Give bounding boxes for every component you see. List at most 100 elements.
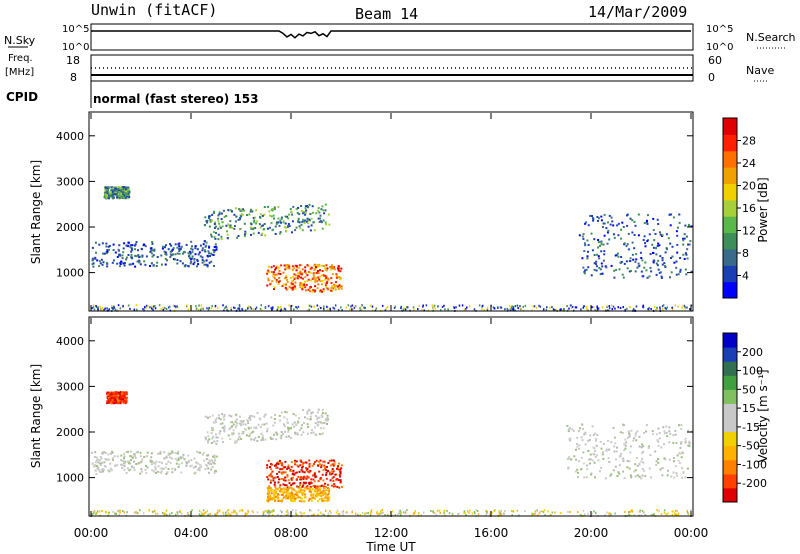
colorbar-tick-label: 50 xyxy=(742,383,756,396)
data-cell xyxy=(292,275,295,278)
data-cell xyxy=(133,469,136,472)
data-cell xyxy=(255,306,258,309)
data-cell xyxy=(330,268,333,271)
data-cell xyxy=(306,475,309,478)
data-cell xyxy=(226,230,228,233)
data-cell xyxy=(658,432,661,434)
data-cell xyxy=(273,489,276,492)
data-cell xyxy=(622,424,625,427)
data-cell xyxy=(125,393,128,396)
data-cell xyxy=(284,471,287,474)
data-cell xyxy=(312,431,315,434)
data-cell xyxy=(271,497,274,500)
data-cell xyxy=(259,213,262,216)
data-cell xyxy=(332,464,335,467)
data-cell xyxy=(179,248,182,251)
data-cell xyxy=(516,304,519,307)
data-cell xyxy=(610,264,613,267)
data-cell xyxy=(287,430,290,433)
data-cell xyxy=(320,283,323,286)
data-cell xyxy=(324,467,327,470)
data-cell xyxy=(110,402,112,405)
data-cell xyxy=(324,419,327,422)
data-cell xyxy=(175,513,177,516)
data-cell xyxy=(243,222,246,225)
data-cell xyxy=(284,460,287,463)
data-cell xyxy=(272,207,275,210)
data-cell xyxy=(272,424,275,427)
data-cell xyxy=(306,412,309,415)
data-cell xyxy=(690,270,693,273)
data-cell xyxy=(335,273,338,276)
data-cell xyxy=(122,195,125,198)
data-cell xyxy=(269,214,271,217)
data-cell xyxy=(641,259,644,262)
data-cell xyxy=(306,417,309,420)
data-cell xyxy=(281,498,284,501)
data-cell xyxy=(626,267,629,270)
data-cell xyxy=(647,308,649,311)
data-cell xyxy=(666,435,669,438)
data-cell xyxy=(633,437,635,440)
data-cell xyxy=(660,277,663,279)
data-cell xyxy=(206,465,209,468)
data-cell xyxy=(283,264,286,267)
data-cell xyxy=(300,223,303,226)
data-cell xyxy=(377,513,379,516)
data-cell xyxy=(311,488,314,491)
data-cell xyxy=(598,267,601,269)
data-cell xyxy=(203,263,206,266)
data-cell xyxy=(340,464,343,467)
data-cell xyxy=(140,470,143,473)
data-cell xyxy=(438,509,441,512)
data-cell xyxy=(309,304,311,307)
data-cell xyxy=(277,500,280,502)
data-cell xyxy=(260,304,262,307)
data-cell xyxy=(661,305,664,308)
data-cell xyxy=(211,305,213,308)
data-cell xyxy=(574,470,577,473)
data-cell xyxy=(301,512,303,515)
data-cell xyxy=(124,196,127,199)
data-cell xyxy=(577,511,579,514)
data-cell xyxy=(267,489,270,492)
data-cell xyxy=(486,309,489,312)
data-cell xyxy=(304,289,307,292)
colorbar-tick-label: -100 xyxy=(742,458,767,471)
data-cell xyxy=(217,220,220,223)
data-cell xyxy=(144,245,147,248)
data-cell xyxy=(660,446,663,449)
data-cell xyxy=(314,475,317,478)
data-cell xyxy=(126,193,129,196)
data-cell xyxy=(636,464,639,467)
data-cell xyxy=(313,489,316,492)
data-cell xyxy=(375,307,378,310)
data-cell xyxy=(275,438,278,441)
data-cell xyxy=(315,433,317,436)
data-cell xyxy=(270,490,273,493)
data-cell xyxy=(299,482,302,484)
data-cell xyxy=(632,258,635,261)
data-cell xyxy=(253,221,256,224)
data-cell xyxy=(306,280,309,283)
data-cell xyxy=(524,510,526,513)
data-cell xyxy=(206,510,209,513)
data-cell xyxy=(170,244,173,247)
data-cell xyxy=(123,395,126,398)
data-cell xyxy=(165,463,168,466)
data-cell xyxy=(626,224,629,227)
data-cell xyxy=(179,260,182,263)
data-cell xyxy=(621,273,624,276)
data-cell xyxy=(559,308,561,311)
data-cell xyxy=(625,245,628,248)
data-cell xyxy=(217,509,219,512)
data-cell xyxy=(621,432,624,434)
data-cell xyxy=(112,195,115,198)
data-cell xyxy=(99,464,102,466)
data-cell xyxy=(157,452,160,455)
data-cell xyxy=(512,510,515,513)
data-cell xyxy=(267,305,270,308)
data-cell xyxy=(317,416,320,419)
data-cell xyxy=(189,465,192,468)
data-cell xyxy=(112,396,115,399)
